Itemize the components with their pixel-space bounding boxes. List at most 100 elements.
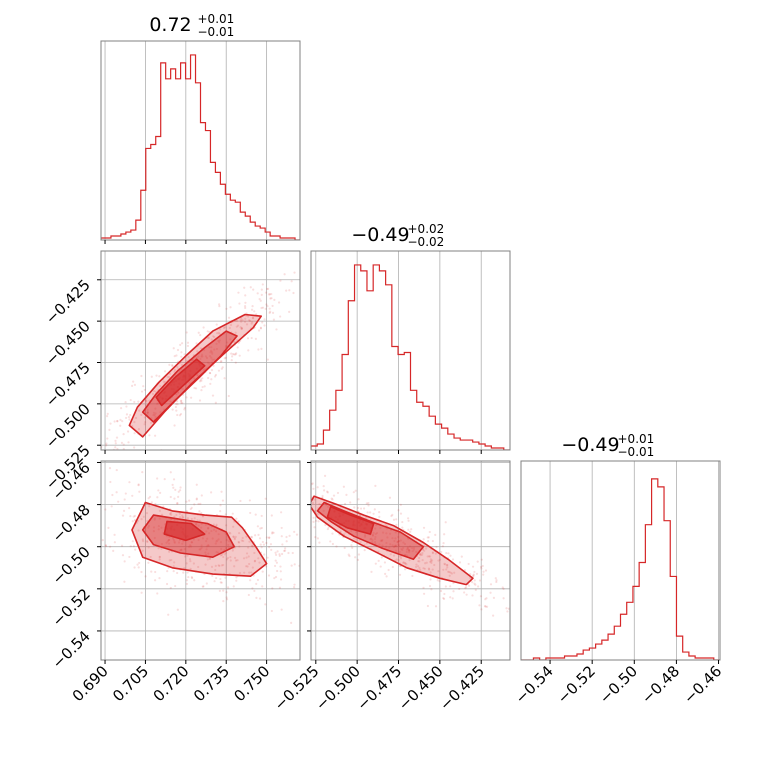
sample-point [373, 540, 377, 544]
sample-point [266, 358, 269, 361]
sample-point [240, 326, 243, 330]
sample-point [437, 570, 440, 573]
sample-point [238, 302, 241, 305]
sample-point [188, 545, 191, 548]
sample-point [197, 502, 200, 506]
sample-point [428, 568, 431, 571]
sample-point [181, 401, 184, 405]
sample-point [178, 512, 181, 515]
sample-point [374, 484, 377, 487]
sample-point [220, 547, 223, 551]
title-median: −0.49 [351, 224, 409, 246]
sample-point [354, 564, 356, 566]
sample-point [211, 574, 214, 577]
sample-point [158, 509, 161, 512]
sample-point [158, 375, 161, 378]
sample-point [217, 488, 219, 490]
sample-point [205, 530, 208, 533]
sample-point [443, 592, 446, 596]
sample-point [272, 531, 275, 534]
sample-point [293, 271, 296, 274]
sample-point [195, 523, 198, 526]
sample-point [209, 475, 211, 477]
sample-point [429, 559, 433, 563]
sample-point [141, 471, 144, 474]
sample-point [403, 542, 407, 546]
sample-point [168, 363, 171, 366]
sample-point [443, 562, 446, 565]
sample-point [232, 525, 235, 528]
sample-point [407, 528, 410, 531]
sample-point [92, 459, 94, 461]
sample-point [211, 358, 214, 361]
sample-point [208, 355, 212, 358]
sample-point [249, 319, 252, 323]
sample-point [119, 418, 122, 422]
sample-point [258, 597, 262, 600]
sample-point [177, 541, 181, 544]
sample-point [418, 556, 421, 560]
sample-point [261, 540, 264, 544]
sample-point [145, 400, 148, 403]
sample-point [525, 618, 527, 620]
sample-point [357, 498, 360, 501]
sample-point [243, 305, 247, 308]
sample-point [121, 554, 125, 557]
sample-point [163, 380, 167, 383]
title-plus: +0.02 [408, 222, 445, 236]
x-tick-label-0-0: 0.690 [69, 662, 112, 705]
sample-point [247, 555, 250, 558]
sample-point [199, 357, 202, 361]
sample-point [129, 398, 132, 402]
sample-point [198, 380, 202, 383]
sample-point [431, 568, 434, 571]
sample-point [207, 526, 210, 530]
panel-r1-c0: −0.525−0.500−0.475−0.450−0.425 [42, 250, 301, 493]
sample-point [285, 289, 288, 292]
sample-point [326, 490, 329, 493]
sample-point [247, 349, 250, 352]
sample-point [475, 572, 479, 575]
sample-point [246, 337, 250, 340]
sample-point [172, 538, 175, 541]
sample-point [417, 560, 420, 563]
sample-point [211, 351, 214, 354]
sample-point [402, 561, 405, 564]
sample-point [142, 515, 145, 518]
sample-point [173, 518, 176, 521]
sample-point [209, 351, 212, 354]
sample-point [436, 579, 439, 582]
sample-point [145, 512, 149, 515]
sample-point [152, 411, 156, 414]
sample-point [105, 444, 108, 447]
sample-point [395, 544, 398, 548]
sample-point [146, 519, 149, 523]
sample-point [393, 545, 396, 548]
sample-point [367, 504, 370, 507]
sample-point [148, 399, 151, 402]
sample-point [446, 566, 449, 569]
sample-point [173, 497, 176, 500]
sample-point [235, 517, 238, 520]
sample-point [185, 510, 188, 513]
sample-point [163, 478, 166, 481]
sample-point [168, 559, 171, 562]
sample-point [148, 505, 151, 508]
sample-point [219, 554, 222, 557]
sample-point [223, 377, 226, 380]
sample-point [243, 286, 246, 289]
sample-point [371, 534, 375, 537]
sample-point [251, 321, 254, 324]
sample-point [518, 630, 520, 632]
sample-point [260, 514, 263, 518]
sample-point [179, 343, 182, 346]
sample-point [231, 549, 234, 552]
sample-point [316, 486, 319, 489]
sample-point [138, 561, 141, 565]
sample-point [370, 570, 373, 573]
sample-point [270, 292, 273, 296]
sample-point [402, 561, 405, 564]
sample-point [431, 539, 434, 543]
sample-point [199, 548, 202, 551]
sample-point [353, 506, 356, 509]
